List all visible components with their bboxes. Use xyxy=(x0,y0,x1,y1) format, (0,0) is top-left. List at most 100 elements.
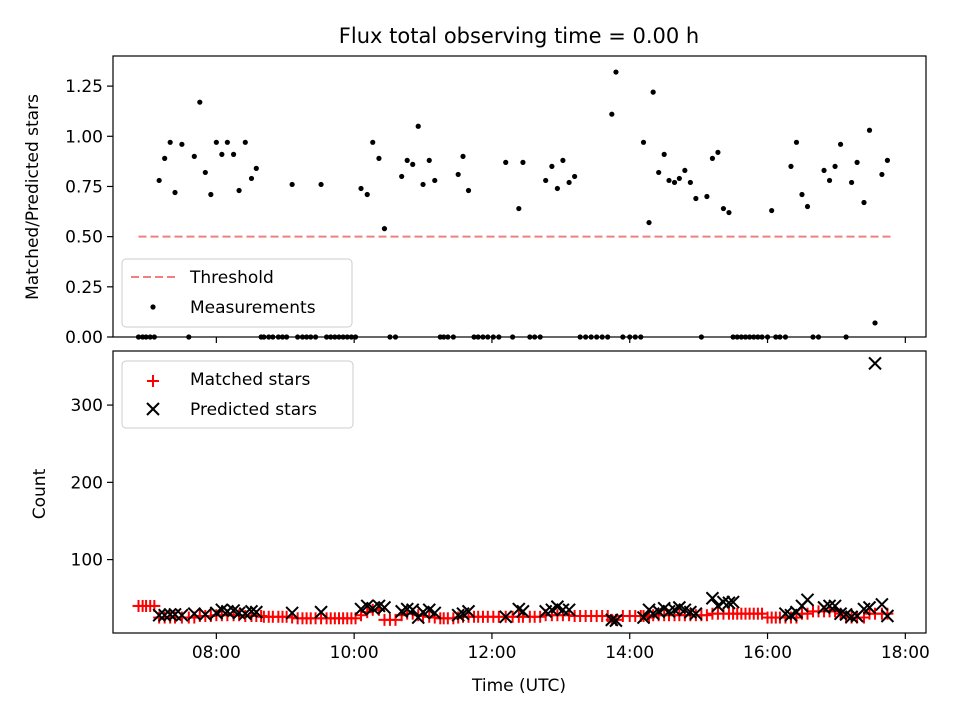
predicted-star-point xyxy=(499,610,513,624)
bottom-plot-panel: 100 200 300 08:00 10:00 12:00 14:00 16:00 18:00… xyxy=(30,350,930,696)
top-legend-box xyxy=(121,258,353,328)
matched-star-point xyxy=(700,609,713,622)
measurement-point xyxy=(650,89,656,95)
measurement-point xyxy=(358,185,364,192)
predicted-star-point xyxy=(833,606,848,621)
bottom-y-tick-label: 100 xyxy=(71,551,103,571)
measurement-point xyxy=(236,187,242,194)
measurement-point xyxy=(609,111,615,117)
measurement-point xyxy=(381,226,388,232)
measurement-point xyxy=(415,123,421,129)
measurement-point xyxy=(826,177,833,184)
measurement-point xyxy=(455,171,461,178)
measurement-point xyxy=(543,177,549,184)
bottom-x-ticks: 08:00 10:00 12:00 14:00 16:00 18:00 xyxy=(192,633,930,663)
predicted-star-point xyxy=(406,603,420,617)
measurement-point xyxy=(704,193,710,200)
bottom-legend: Matched stars Predicted stars xyxy=(121,360,354,429)
measurement-point xyxy=(289,181,295,188)
top-y-tick-label: 0.75 xyxy=(65,177,103,197)
measurement-point xyxy=(432,177,438,184)
measurement-point xyxy=(769,207,775,214)
predicted-star-point xyxy=(428,606,442,620)
measurement-point xyxy=(866,127,873,133)
measurement-point xyxy=(854,159,860,165)
predicted-star-point xyxy=(726,595,740,609)
measurement-point xyxy=(560,157,566,163)
predicted-star-point xyxy=(716,595,731,609)
measurement-point xyxy=(156,177,162,184)
predicted-star-point xyxy=(314,605,328,619)
measurement-point xyxy=(884,157,891,163)
legend-threshold-label: Threshold xyxy=(189,268,274,288)
measurement-point xyxy=(202,169,208,176)
measurement-point xyxy=(162,155,168,161)
predicted-star-point xyxy=(844,610,859,624)
top-y-axis-label: Matched/Predicted stars xyxy=(23,94,43,300)
predicted-star-point xyxy=(722,596,736,610)
measurement-point xyxy=(197,99,203,105)
measurement-point xyxy=(656,169,662,176)
predicted-star-point xyxy=(377,600,392,615)
measurement-point xyxy=(788,163,794,169)
bottom-y-axis-label: Count xyxy=(30,468,50,519)
top-y-tick-label: 1.00 xyxy=(65,127,103,147)
measurement-point xyxy=(676,175,682,182)
bottom-y-tick-label: 200 xyxy=(71,473,103,493)
measurement-point xyxy=(253,165,259,171)
predicted-star-point xyxy=(689,606,703,621)
legend-measurements-label: Measurements xyxy=(190,298,316,318)
predicted-star-point xyxy=(244,604,259,619)
measurement-point xyxy=(666,177,672,184)
measurement-point xyxy=(661,151,667,157)
bottom-x-tick-label: 12:00 xyxy=(467,643,516,663)
bottom-x-tick-label: 10:00 xyxy=(330,643,379,663)
measurement-point xyxy=(572,173,578,180)
measurement-point xyxy=(687,179,693,186)
predicted-star-point xyxy=(605,613,619,627)
predicted-star-point xyxy=(512,602,526,616)
predicted-star-point xyxy=(828,599,842,613)
measurement-point xyxy=(837,141,844,147)
measurement-point xyxy=(516,205,522,212)
predicted-star-point xyxy=(400,602,414,616)
predicted-star-point xyxy=(157,608,172,622)
measurement-point xyxy=(465,187,472,194)
matched-star-point xyxy=(389,613,402,626)
top-y-tick-label: 0.50 xyxy=(65,228,103,248)
predicted-star-point xyxy=(800,593,815,607)
bottom-x-tick-label: 16:00 xyxy=(743,643,792,663)
bottom-y-ticks: 100 200 300 xyxy=(71,396,113,571)
predicted-star-point xyxy=(163,607,177,622)
measurement-point xyxy=(191,153,197,159)
measurement-point xyxy=(671,179,678,186)
measurement-point xyxy=(715,149,721,155)
measurement-point xyxy=(248,175,255,182)
measurement-point xyxy=(179,141,185,147)
measurement-point xyxy=(879,171,885,178)
matched-star-point xyxy=(801,607,814,620)
bottom-legend-box xyxy=(121,360,354,429)
measurement-point xyxy=(549,163,555,169)
predicted-star-point xyxy=(868,356,882,371)
measurement-point xyxy=(821,167,827,174)
bottom-x-tick-label: 08:00 xyxy=(192,643,241,663)
predicted-star-point xyxy=(862,600,877,615)
legend-measurements-swatch xyxy=(150,304,156,310)
predicted-star-point xyxy=(562,603,576,617)
x-axis-label: Time (UTC) xyxy=(471,676,566,696)
predicted-star-point xyxy=(249,605,264,619)
measurement-point xyxy=(404,157,410,163)
measurement-point xyxy=(399,173,405,180)
predicted-star-point xyxy=(822,599,837,613)
measurement-point xyxy=(520,159,526,165)
predicted-star-point xyxy=(175,608,189,622)
predicted-star-point xyxy=(705,591,720,605)
measurement-point xyxy=(726,209,732,216)
measurement-point xyxy=(682,167,688,174)
measurement-point xyxy=(709,155,716,161)
measurement-point xyxy=(224,139,230,145)
measurement-point xyxy=(242,139,248,145)
legend-matched-swatch xyxy=(147,375,159,387)
predicted-star-point xyxy=(880,609,895,623)
